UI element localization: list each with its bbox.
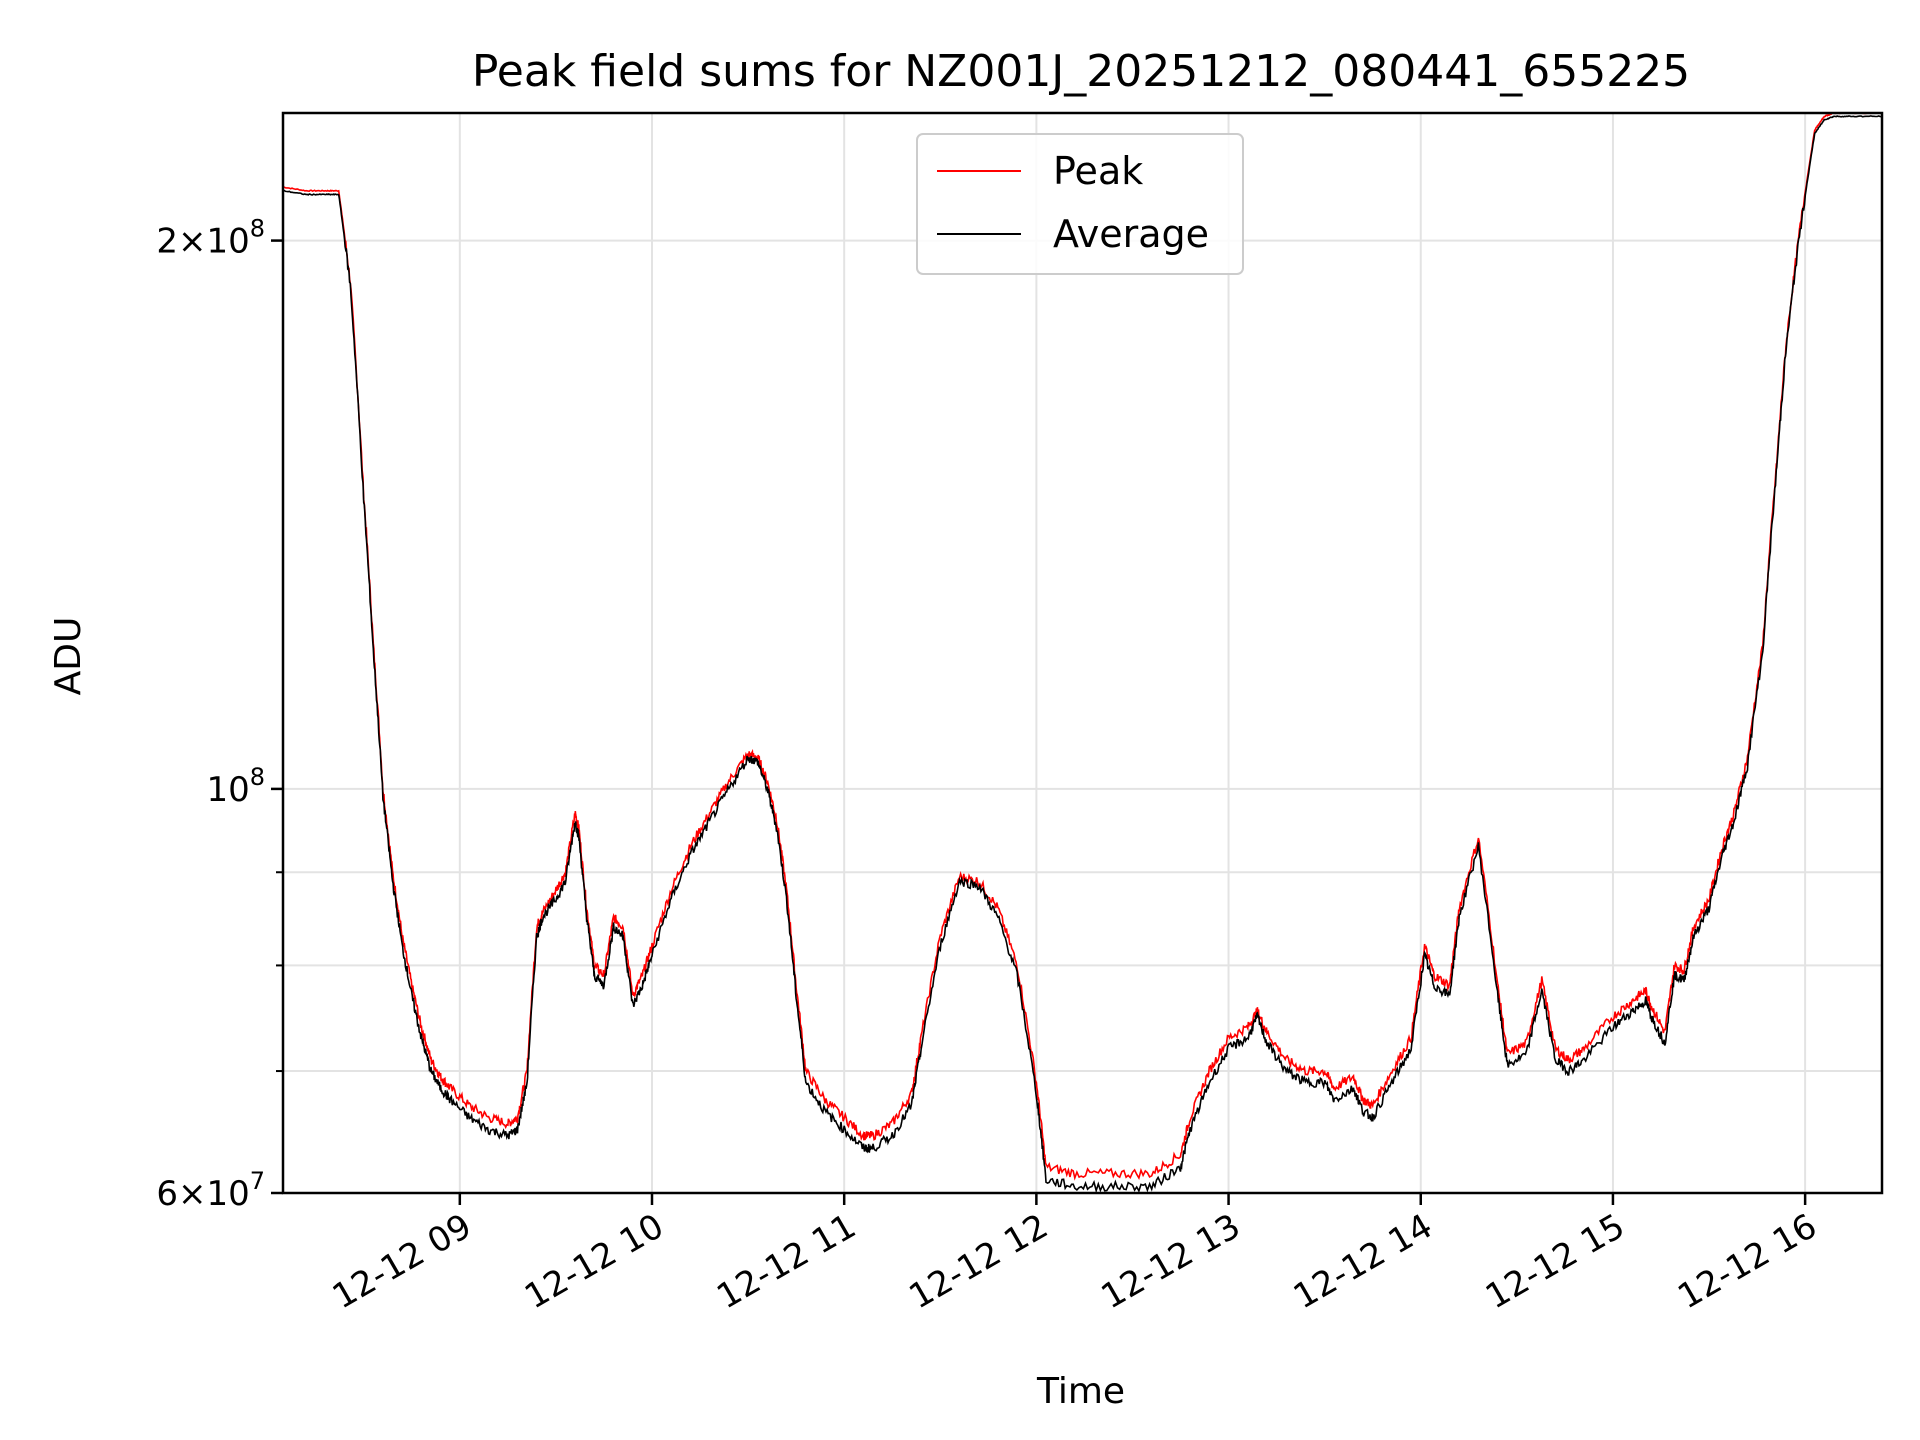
x-tick-label: 12-12 09: [326, 1206, 478, 1317]
tick-layer: 12-12 09 12-12 10 12-12 11 12-12 12 12-12 13…: [156, 215, 1823, 1318]
x-tick-label: 12-12 12: [902, 1206, 1054, 1317]
grid-layer: [283, 113, 1882, 1194]
series-line-average: [283, 115, 1882, 1193]
x-axis-label: Time: [1036, 1371, 1125, 1412]
y-tick-label: 2×108: [156, 215, 265, 262]
y-tick-label: 108: [206, 763, 265, 810]
legend-label-average: Average: [1053, 212, 1209, 256]
legend-box: [916, 133, 1244, 275]
x-tick-label: 12-12 10: [518, 1206, 670, 1317]
plot-frame: [281, 111, 1884, 1195]
x-tick-label: 12-12 14: [1287, 1206, 1439, 1317]
y-axis-label: ADU: [48, 617, 89, 696]
series-layer: [283, 113, 1882, 1193]
y-tick-label: 6×107: [156, 1167, 265, 1214]
x-tick-label: 12-12 15: [1479, 1206, 1631, 1317]
legend: Peak Average: [916, 133, 1244, 275]
x-tick-label: 12-12 13: [1095, 1206, 1247, 1317]
series-line-peak: [283, 113, 1882, 1181]
x-tick-label: 12-12 11: [710, 1206, 862, 1317]
x-tick-label: 12-12 16: [1671, 1206, 1823, 1317]
legend-label-peak: Peak: [1053, 149, 1143, 193]
chart-title: Peak field sums for NZ001J_20251212_0804…: [472, 46, 1690, 97]
